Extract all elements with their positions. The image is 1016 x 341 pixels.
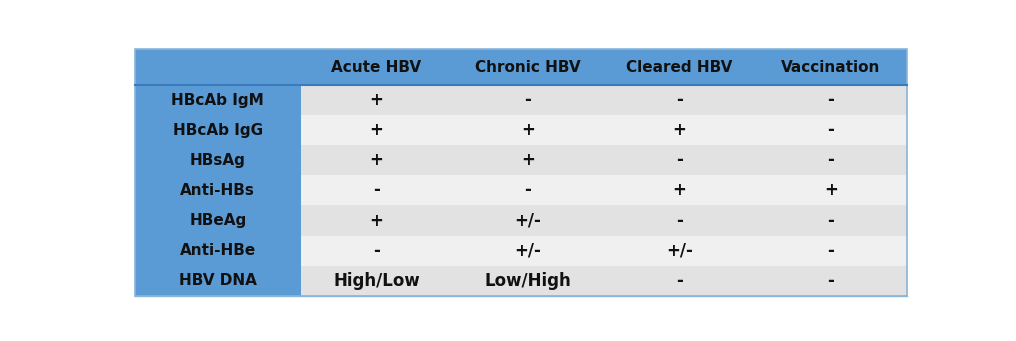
Text: HBsAg: HBsAg [190, 153, 246, 168]
Text: HBeAg: HBeAg [189, 213, 247, 228]
Text: +: + [521, 151, 534, 169]
Text: Anti-HBs: Anti-HBs [181, 183, 255, 198]
Bar [292, 115, 301, 145]
Bar [604, 236, 755, 266]
Text: -: - [676, 151, 683, 169]
Text: -: - [827, 271, 834, 290]
Bar [301, 206, 452, 236]
Bar [452, 145, 604, 176]
Bar [292, 236, 301, 266]
Bar [604, 85, 755, 115]
Text: +: + [673, 121, 687, 139]
Text: -: - [676, 211, 683, 229]
Bar [604, 266, 755, 296]
Text: -: - [676, 271, 683, 290]
Text: -: - [827, 241, 834, 260]
Text: -: - [827, 121, 834, 139]
Bar [755, 115, 906, 145]
Text: Anti-HBe: Anti-HBe [180, 243, 256, 258]
Text: -: - [373, 181, 380, 199]
Bar [755, 206, 906, 236]
Bar [135, 176, 301, 206]
Bar [135, 49, 906, 85]
Text: +: + [824, 181, 838, 199]
Bar [755, 176, 906, 206]
Bar [301, 236, 452, 266]
Bar [604, 176, 755, 206]
Text: +: + [521, 121, 534, 139]
Text: HBV DNA: HBV DNA [179, 273, 257, 288]
Bar [301, 145, 452, 176]
Bar [755, 85, 906, 115]
Bar [452, 115, 604, 145]
Bar [135, 145, 301, 176]
Bar [135, 85, 301, 115]
Bar [452, 206, 604, 236]
Bar [135, 266, 301, 296]
Bar [301, 176, 452, 206]
Text: -: - [524, 91, 531, 109]
Text: +/-: +/- [665, 241, 693, 260]
Text: +: + [370, 121, 383, 139]
Text: -: - [827, 211, 834, 229]
Bar [755, 145, 906, 176]
Text: High/Low: High/Low [333, 271, 420, 290]
Bar [452, 266, 604, 296]
Bar [604, 206, 755, 236]
Text: Vaccination: Vaccination [781, 60, 881, 75]
Bar [292, 266, 301, 296]
Text: +: + [370, 211, 383, 229]
Bar [292, 85, 301, 115]
Text: +: + [673, 181, 687, 199]
Text: Acute HBV: Acute HBV [331, 60, 422, 75]
Bar [604, 145, 755, 176]
Bar [292, 145, 301, 176]
Bar [135, 236, 301, 266]
Bar [301, 115, 452, 145]
Bar [604, 115, 755, 145]
Text: +: + [370, 91, 383, 109]
Bar [452, 176, 604, 206]
Bar [452, 236, 604, 266]
Text: HBcAb IgG: HBcAb IgG [173, 123, 263, 138]
Text: -: - [524, 181, 531, 199]
Text: +/-: +/- [514, 211, 542, 229]
Bar [301, 85, 452, 115]
Text: -: - [827, 91, 834, 109]
Bar [292, 206, 301, 236]
Text: HBcAb IgM: HBcAb IgM [172, 93, 264, 108]
Text: Low/High: Low/High [485, 271, 571, 290]
Bar [135, 206, 301, 236]
Text: -: - [827, 151, 834, 169]
Bar [292, 176, 301, 206]
Bar [452, 85, 604, 115]
Text: Chronic HBV: Chronic HBV [475, 60, 581, 75]
Text: +/-: +/- [514, 241, 542, 260]
Bar [755, 266, 906, 296]
Text: -: - [676, 91, 683, 109]
Bar [301, 266, 452, 296]
Text: +: + [370, 151, 383, 169]
Bar [755, 236, 906, 266]
Text: Cleared HBV: Cleared HBV [626, 60, 733, 75]
Text: -: - [373, 241, 380, 260]
Bar [135, 115, 301, 145]
